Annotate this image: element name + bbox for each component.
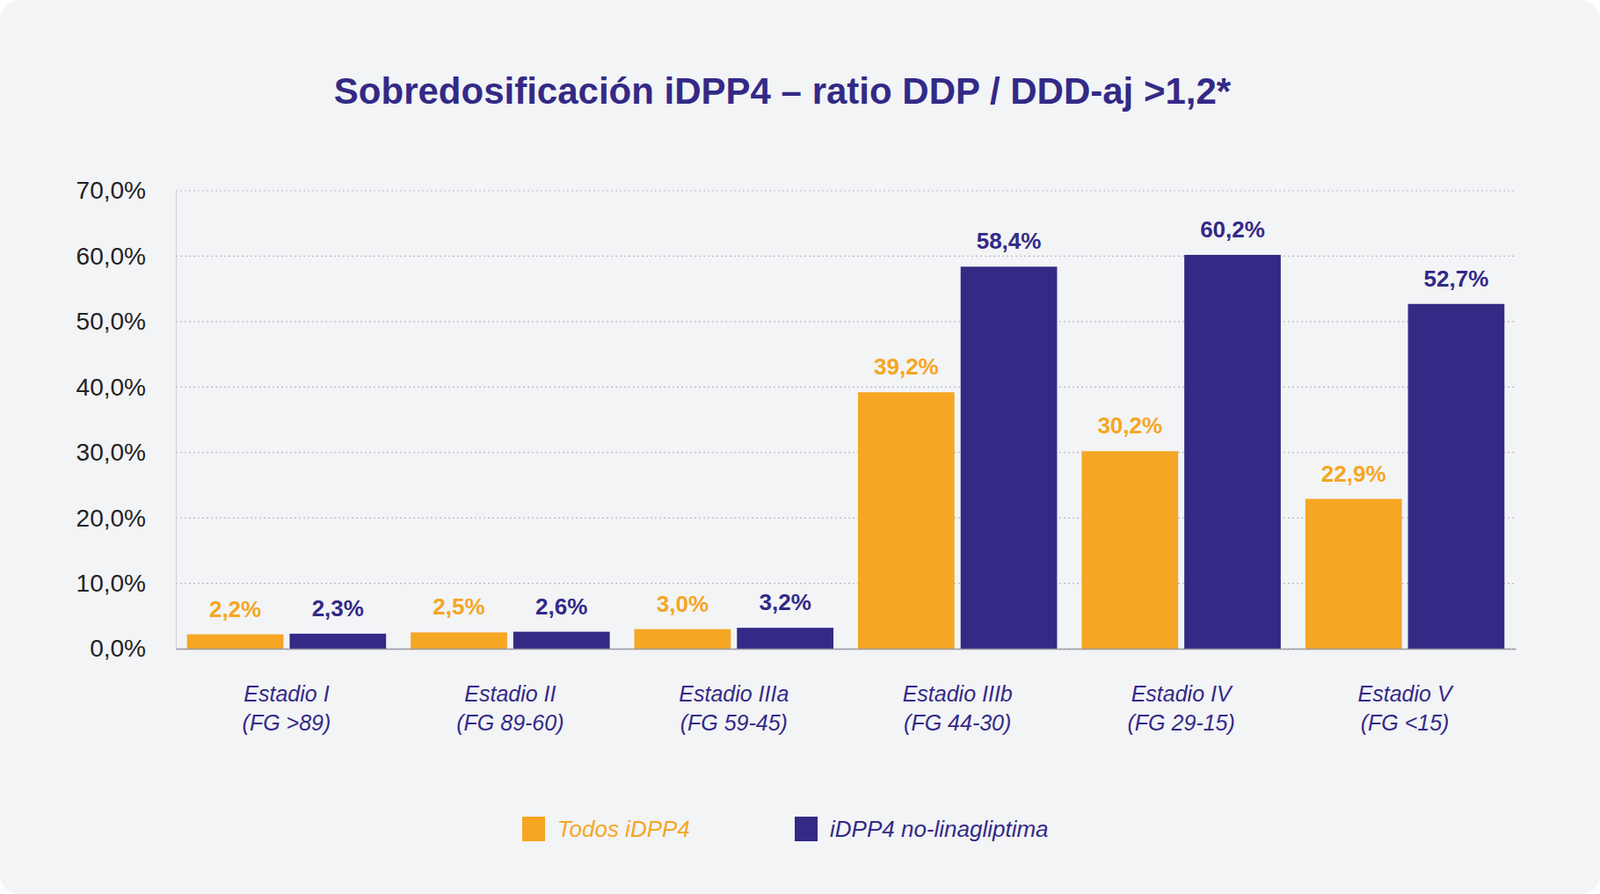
data-label: 22,9%	[1321, 460, 1387, 488]
grid-line	[175, 386, 1516, 388]
y-tick-label: 60,0%	[76, 242, 146, 270]
y-tick: 60,0%	[76, 242, 176, 270]
x-tick-label-line: (FG 29-15)	[1127, 710, 1236, 735]
data-label: 39,2%	[873, 353, 939, 380]
y-tick-label: 30,0%	[76, 438, 146, 466]
x-tick-label-line: Estadio IV	[1131, 681, 1234, 706]
grid-line	[175, 451, 1516, 453]
bar	[634, 629, 732, 649]
x-tick-label: Estadio IIIb (FG 44-30)	[902, 681, 1013, 735]
background	[0, 0, 1600, 894]
legend-swatch	[522, 816, 546, 842]
y-tick-label: 0,0%	[89, 634, 146, 662]
y-tick: 50,0%	[76, 307, 176, 335]
x-tick-label-line: (FG 59-45)	[680, 710, 788, 735]
bar	[1408, 304, 1506, 649]
x-tick-label: Estadio IIIa (FG 59-45)	[678, 681, 789, 735]
data-label: 60,2%	[1200, 216, 1266, 243]
x-tick-label-line: Estadio V	[1358, 681, 1455, 706]
legend-swatch	[794, 816, 818, 842]
y-tick-label: 40,0%	[76, 373, 146, 401]
x-tick-label: Estadio IV (FG 29-15)	[1127, 681, 1236, 735]
data-label: 2,3%	[312, 595, 364, 622]
x-tick-label-line: Estadio IIIb	[902, 681, 1013, 706]
x-tick-label-line: (FG >89)	[242, 710, 332, 735]
grid	[175, 190, 1516, 649]
data-label: 30,2%	[1097, 412, 1163, 439]
x-tick-label: Estadio I (FG >89)	[242, 681, 332, 735]
y-axis: 0,0% 10,0% 20,0% 30,0% 40,0% 50,0% 60,0% 70,0%	[76, 176, 177, 662]
bar	[187, 634, 284, 649]
bar	[1305, 499, 1403, 649]
data-label: 2,6%	[535, 593, 588, 620]
x-tick-label-line: (FG 44-30)	[903, 710, 1011, 735]
x-tick: Estadio V (FG <15)	[1358, 648, 1455, 735]
x-axis: Estadio I(FG >89)Estadio II(FG 89-60)Est…	[176, 648, 1517, 735]
data-label: 3,2%	[759, 589, 812, 616]
y-tick: 40,0%	[76, 373, 176, 401]
data-label: 52,7%	[1424, 265, 1490, 292]
y-axis-line	[175, 191, 177, 650]
x-tick: Estadio IV (FG 29-15)	[1127, 648, 1236, 735]
legend-item: iDPP4 no-linagliptima	[794, 815, 1049, 843]
data-label: 58,4%	[976, 227, 1042, 255]
y-tick: 0,0%	[89, 634, 176, 662]
grid-line	[175, 320, 1516, 322]
bar	[289, 633, 386, 649]
chart: Sobredosificación iDPP4 – ratio DDP / DD…	[0, 0, 1600, 894]
legend-label: Todos iDPP4	[557, 815, 691, 843]
bar	[960, 266, 1058, 649]
y-tick-label: 10,0%	[76, 569, 146, 597]
y-tick: 70,0%	[76, 176, 176, 204]
legend: Todos iDPP4 iDPP4 no-linagliptima	[522, 815, 1049, 843]
y-tick: 10,0%	[76, 569, 176, 597]
bar	[513, 632, 611, 649]
y-tick: 30,0%	[76, 438, 176, 466]
bar	[858, 392, 955, 649]
data-labels: 2,2% 2,5% 3,0% 39,2% 30,2% 22,9% 2,3% 2,6% 3,2% 5…	[209, 216, 1489, 623]
x-tick-label-line: Estadio I	[243, 681, 329, 706]
bar	[736, 627, 834, 649]
data-label: 2,2%	[209, 596, 262, 623]
x-tick: Estadio I (FG >89)	[242, 648, 332, 735]
x-tick-label-line: (FG 89-60)	[456, 710, 564, 735]
legend-item: Todos iDPP4	[522, 815, 691, 843]
bar	[1184, 254, 1281, 649]
y-tick-label: 50,0%	[76, 307, 146, 335]
x-tick: Estadio II (FG 89-60)	[456, 648, 564, 735]
y-tick-label: 20,0%	[76, 504, 146, 532]
bar	[410, 632, 508, 649]
legend-label: iDPP4 no-linagliptima	[829, 815, 1049, 843]
grid-line	[175, 189, 1516, 191]
x-tick-label-line: Estadio II	[464, 681, 556, 706]
grid-line	[175, 255, 1516, 257]
data-label: 2,5%	[432, 593, 485, 620]
title: Sobredosificación iDPP4 – ratio DDP / DD…	[334, 70, 1232, 112]
data-label: 3,0%	[656, 590, 709, 618]
x-tick: Estadio IIIb (FG 44-30)	[902, 648, 1013, 735]
bar	[1081, 450, 1179, 649]
x-tick-label: Estadio II (FG 89-60)	[456, 681, 564, 735]
x-tick-label-line: (FG <15)	[1360, 710, 1450, 735]
x-tick-label: Estadio V (FG <15)	[1358, 681, 1455, 735]
x-axis-line	[176, 648, 1517, 651]
x-tick: Estadio IIIa (FG 59-45)	[678, 648, 789, 735]
bars	[187, 254, 1506, 649]
x-tick-label-line: Estadio IIIa	[678, 681, 789, 706]
y-tick: 20,0%	[76, 504, 176, 532]
y-tick-label: 70,0%	[76, 176, 146, 204]
